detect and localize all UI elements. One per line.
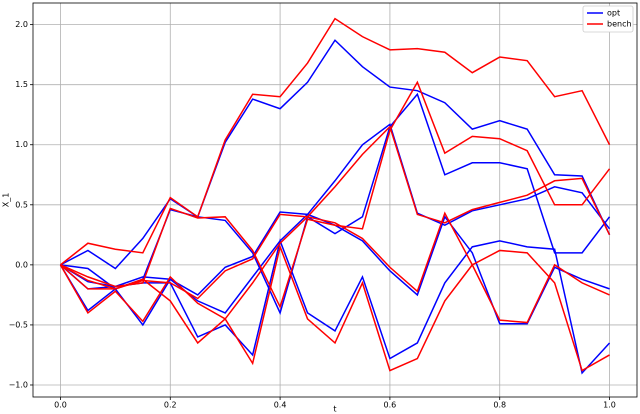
line-series	[60, 39, 611, 270]
y-tick-label: 1.0	[15, 140, 28, 149]
y-tick-label: 0.5	[15, 200, 28, 209]
line-series	[59, 17, 611, 266]
line-series	[60, 244, 610, 372]
y-axis-label: X_1	[2, 193, 11, 208]
x-tick-label: 1.0	[603, 401, 616, 410]
y-tick-label: 0.0	[15, 260, 28, 269]
y-tick-label: −0.5	[9, 320, 28, 329]
line-series	[60, 80, 611, 309]
legend-label: bench	[607, 20, 632, 29]
plot-frame	[32, 2, 638, 398]
x-tick-label: 0.4	[274, 401, 287, 410]
line-series	[59, 211, 610, 324]
line-series	[60, 238, 611, 375]
x-axis-label: t	[333, 405, 336, 414]
line-series	[59, 125, 611, 323]
y-tick-label: −1.0	[9, 380, 28, 389]
x-tick-label: 0.0	[54, 401, 67, 410]
x-tick-label: 0.6	[384, 401, 397, 410]
line-series	[59, 123, 611, 327]
y-tick-label: 2.0	[15, 20, 28, 29]
line-series	[59, 211, 610, 325]
y-tick-label: 1.5	[15, 80, 28, 89]
x-tick-label: 0.2	[164, 401, 177, 410]
legend-label: opt	[607, 9, 620, 18]
x-tick-label: 0.8	[493, 401, 506, 410]
